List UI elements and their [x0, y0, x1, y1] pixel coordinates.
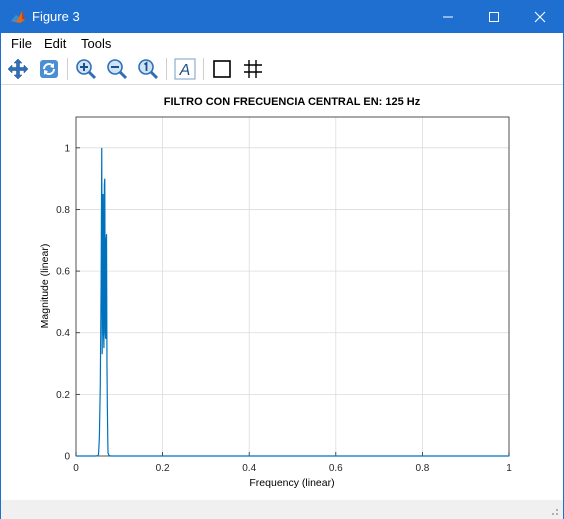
maximize-button[interactable]: [471, 1, 517, 33]
zoom-in-icon: [76, 59, 97, 80]
grid-lines: [76, 117, 509, 456]
figure-canvas[interactable]: FILTRO CON FRECUENCIA CENTRAL EN: 125 Hz…: [1, 85, 563, 500]
menu-edit[interactable]: Edit: [44, 36, 67, 51]
axes-box: [75, 116, 510, 457]
menu-tools[interactable]: Tools: [81, 36, 112, 51]
x-axis-label: Frequency (linear): [249, 477, 334, 489]
grid-icon: [244, 60, 262, 78]
box-icon: [213, 60, 231, 78]
zoom-in-button[interactable]: [73, 56, 99, 82]
text-icon: A: [174, 58, 196, 80]
resize-grip-icon[interactable]: [549, 506, 559, 516]
close-button[interactable]: [517, 1, 563, 33]
zoom-reset-button[interactable]: [135, 56, 161, 82]
zoom-reset-icon: [138, 59, 159, 80]
rotate-icon: [40, 60, 58, 78]
grid-toggle-button[interactable]: [240, 56, 266, 82]
insert-text-button[interactable]: A: [172, 56, 198, 82]
chart[interactable]: FILTRO CON FRECUENCIA CENTRAL EN: 125 Hz…: [1, 85, 563, 500]
chart-title: FILTRO CON FRECUENCIA CENTRAL EN: 125 Hz: [164, 96, 421, 108]
menu-file[interactable]: File: [11, 36, 32, 51]
minimize-icon: [443, 16, 453, 18]
x-tick-label: 0.4: [242, 463, 256, 474]
x-tick-label: 0.6: [329, 463, 343, 474]
y-axis-label: Magnitude (linear): [39, 244, 51, 329]
toolbar-separator: [203, 58, 204, 80]
box-toggle-button[interactable]: [209, 56, 235, 82]
y-tick-label: 0: [64, 452, 70, 463]
toolbar-separator: [166, 58, 167, 80]
pan-icon: [7, 58, 29, 80]
minimize-button[interactable]: [425, 1, 471, 33]
y-tick-label: 0.2: [56, 390, 70, 401]
x-tick-label: 0: [73, 463, 79, 474]
rotate-button[interactable]: [36, 56, 62, 82]
y-tick-label: 0.8: [56, 205, 70, 216]
status-bar: [1, 500, 563, 519]
zoom-out-icon: [107, 59, 128, 80]
menu-bar: File Edit Tools: [1, 33, 563, 53]
title-bar[interactable]: Figure 3: [1, 1, 563, 33]
x-tick-label: 0.8: [415, 463, 429, 474]
y-tick-label: 1: [64, 143, 70, 154]
toolbar: A: [1, 53, 563, 85]
svg-text:A: A: [179, 62, 191, 79]
toolbar-separator: [67, 58, 68, 80]
pan-button[interactable]: [5, 56, 31, 82]
series-line: [76, 147, 509, 457]
x-tick-label: 1: [506, 463, 512, 474]
close-icon: [534, 11, 546, 23]
x-tick-label: 0.2: [156, 463, 170, 474]
window-title: Figure 3: [32, 9, 80, 24]
zoom-out-button[interactable]: [104, 56, 130, 82]
axis-ticks: 0 0.2 0.4 0.6 0.8 1 0 0.2 0.4 0.6 0.8 1: [56, 143, 512, 474]
matlab-app-icon: [11, 11, 25, 23]
y-tick-label: 0.4: [56, 328, 70, 339]
y-tick-label: 0.6: [56, 267, 70, 278]
maximize-icon: [489, 12, 499, 22]
